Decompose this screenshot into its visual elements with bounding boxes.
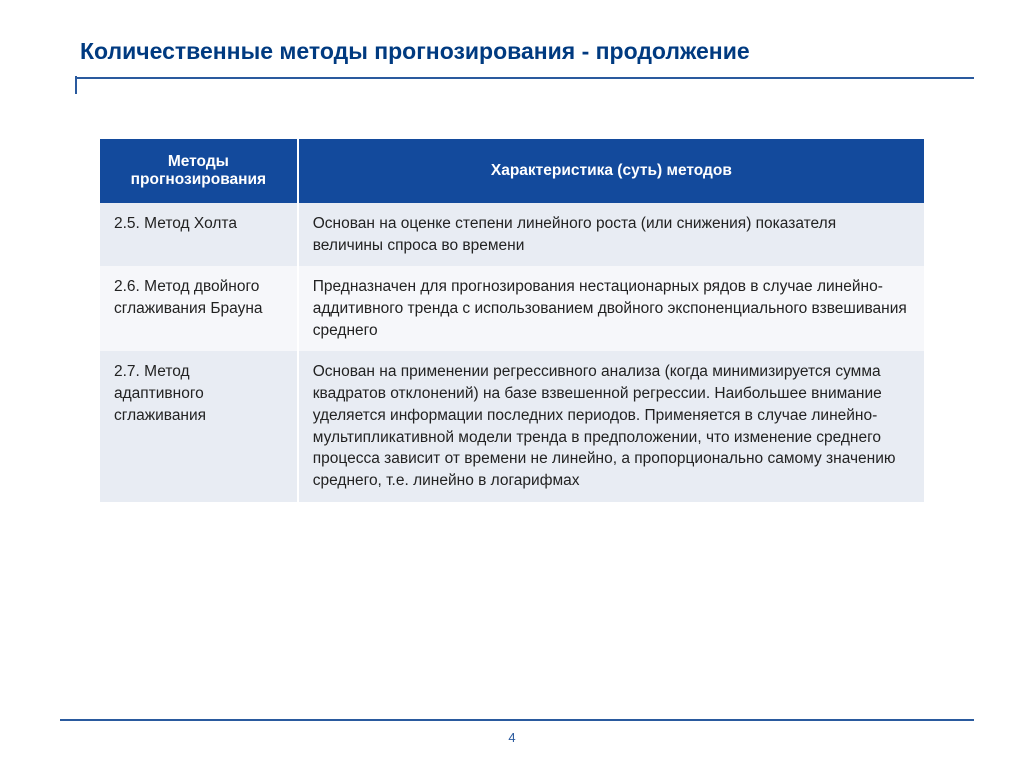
cell-description: Основан на применении регрессивного анал… <box>298 351 924 501</box>
cell-description: Предназначен для прогнозирования нестаци… <box>298 266 924 351</box>
slide: Количественные методы прогнозирования - … <box>0 0 1024 767</box>
methods-table: Методы прогнозирования Характеристика (с… <box>100 139 924 502</box>
cell-method: 2.7. Метод адаптивного сглаживания <box>100 351 298 501</box>
page-number: 4 <box>0 730 1024 745</box>
table-row: 2.6. Метод двойного сглаживания Брауна П… <box>100 266 924 351</box>
table-header-description: Характеристика (суть) методов <box>298 139 924 203</box>
slide-title: Количественные методы прогнозирования - … <box>80 38 964 65</box>
table-row: 2.7. Метод адаптивного сглаживания Основ… <box>100 351 924 501</box>
cell-method: 2.6. Метод двойного сглаживания Брауна <box>100 266 298 351</box>
cell-description: Основан на оценке степени линейного рост… <box>298 203 924 266</box>
table-header-row: Методы прогнозирования Характеристика (с… <box>100 139 924 203</box>
table-row: 2.5. Метод Холта Основан на оценке степе… <box>100 203 924 266</box>
table-header-methods: Методы прогнозирования <box>100 139 298 203</box>
content-area: Методы прогнозирования Характеристика (с… <box>80 79 964 502</box>
cell-method: 2.5. Метод Холта <box>100 203 298 266</box>
title-divider-stub <box>75 76 77 94</box>
footer-divider <box>60 719 974 721</box>
